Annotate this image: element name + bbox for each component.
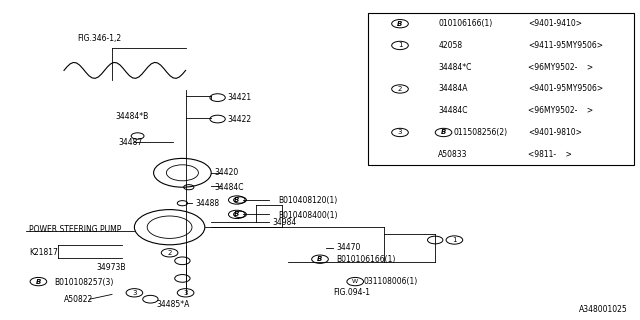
Text: B010108257(3): B010108257(3) — [54, 278, 114, 287]
Text: 2: 2 — [398, 86, 402, 92]
Text: <96MY9502-    >: <96MY9502- > — [528, 63, 593, 72]
Text: K21817: K21817 — [29, 248, 58, 257]
Text: <9411-95MY9506>: <9411-95MY9506> — [528, 41, 603, 50]
Text: 010106166(1): 010106166(1) — [438, 19, 493, 28]
Text: POWER STEERING PUMP: POWER STEERING PUMP — [29, 225, 121, 234]
Text: 031108006(1): 031108006(1) — [364, 277, 418, 286]
Text: 3: 3 — [132, 290, 137, 296]
Text: 3: 3 — [183, 290, 188, 296]
Text: 34973B: 34973B — [96, 263, 125, 272]
FancyBboxPatch shape — [368, 13, 634, 165]
Text: 011508256(2): 011508256(2) — [453, 128, 508, 137]
Text: W: W — [352, 279, 358, 284]
Text: B010106166(1): B010106166(1) — [336, 255, 396, 264]
Text: <9401-9810>: <9401-9810> — [528, 128, 582, 137]
Text: 34420: 34420 — [214, 168, 239, 177]
Text: B: B — [234, 197, 239, 203]
Text: 42058: 42058 — [438, 41, 463, 50]
Text: 34488: 34488 — [195, 199, 220, 208]
Text: 34421: 34421 — [227, 93, 252, 102]
Text: 34484*C: 34484*C — [438, 63, 472, 72]
Text: B: B — [36, 279, 41, 284]
Text: FIG.094-1: FIG.094-1 — [333, 288, 370, 297]
Text: B: B — [234, 212, 239, 217]
Text: <9811-    >: <9811- > — [528, 150, 572, 159]
Text: <9401-95MY9506>: <9401-95MY9506> — [528, 84, 603, 93]
Text: A348001025: A348001025 — [579, 305, 627, 314]
Text: 1: 1 — [452, 237, 457, 243]
Text: A50822: A50822 — [64, 295, 93, 304]
Text: 34484*B: 34484*B — [115, 112, 148, 121]
Text: 1: 1 — [397, 43, 403, 48]
Text: B: B — [317, 256, 323, 262]
Text: 34984: 34984 — [272, 218, 296, 227]
Text: FIG.346-1,2: FIG.346-1,2 — [77, 34, 121, 43]
Text: B010408400(1): B010408400(1) — [278, 211, 338, 220]
Text: 34422: 34422 — [227, 115, 252, 124]
Text: 2: 2 — [168, 250, 172, 256]
Text: 3: 3 — [397, 130, 403, 135]
Text: <96MY9502-    >: <96MY9502- > — [528, 106, 593, 115]
Text: 34485*A: 34485*A — [157, 300, 190, 309]
Text: 34487: 34487 — [118, 138, 143, 147]
Text: A50833: A50833 — [438, 150, 468, 159]
Text: 34484C: 34484C — [438, 106, 468, 115]
Text: 34470: 34470 — [336, 243, 360, 252]
Text: B: B — [441, 130, 446, 135]
Text: 34484C: 34484C — [214, 183, 244, 192]
Text: <9401-9410>: <9401-9410> — [528, 19, 582, 28]
Text: B: B — [397, 21, 403, 27]
Text: 34484A: 34484A — [438, 84, 468, 93]
Text: B010408120(1): B010408120(1) — [278, 196, 338, 204]
